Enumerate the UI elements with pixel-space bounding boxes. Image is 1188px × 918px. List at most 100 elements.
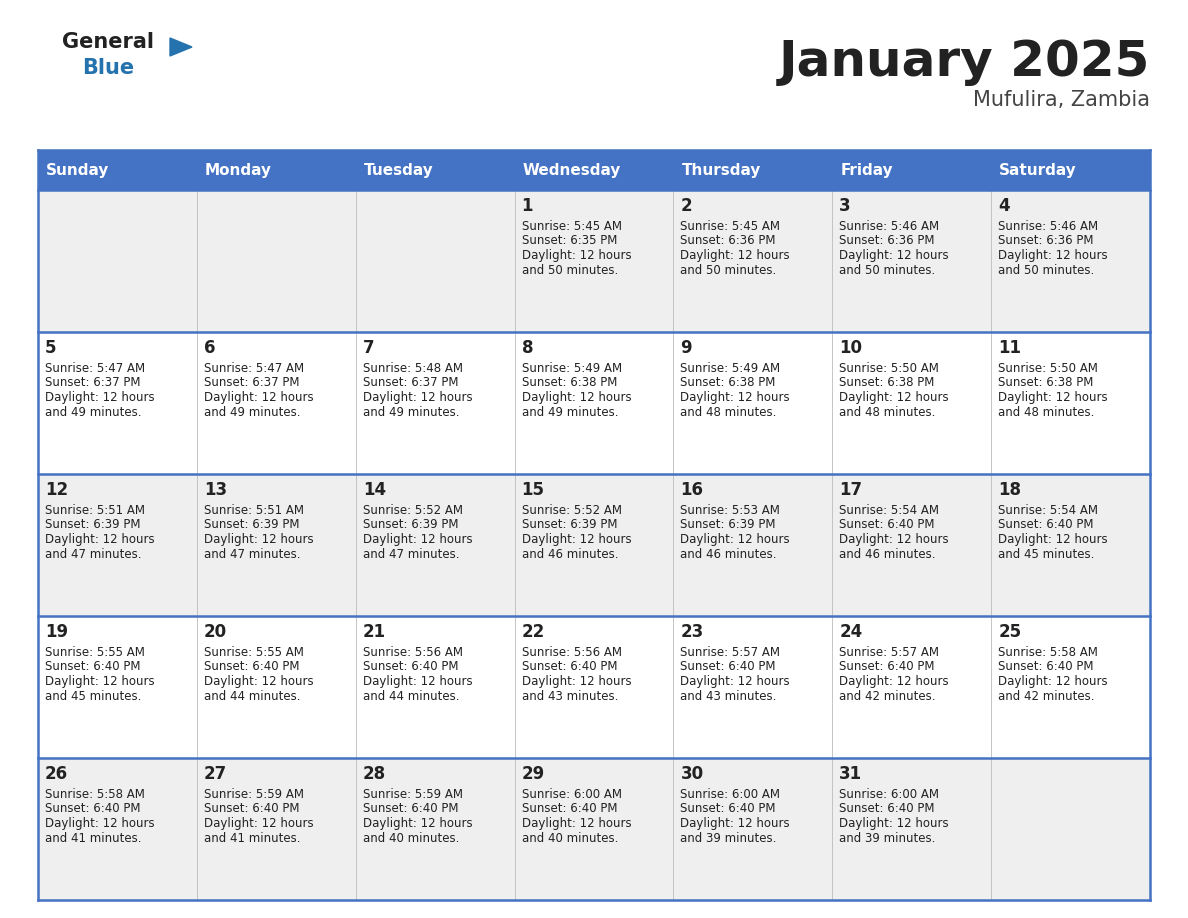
Bar [197, 758, 355, 900]
Bar [991, 616, 1150, 758]
Text: Sunrise: 5:57 AM: Sunrise: 5:57 AM [681, 646, 781, 659]
Text: and 46 minutes.: and 46 minutes. [522, 547, 618, 561]
Text: Daylight: 12 hours: Daylight: 12 hours [45, 817, 154, 830]
Text: Sunrise: 5:56 AM: Sunrise: 5:56 AM [362, 646, 462, 659]
Text: Daylight: 12 hours: Daylight: 12 hours [45, 675, 154, 688]
Text: and 39 minutes.: and 39 minutes. [681, 832, 777, 845]
Text: Daylight: 12 hours: Daylight: 12 hours [681, 391, 790, 404]
Bar [38, 616, 197, 758]
Text: Daylight: 12 hours: Daylight: 12 hours [681, 817, 790, 830]
Text: Sunset: 6:39 PM: Sunset: 6:39 PM [681, 519, 776, 532]
Text: 15: 15 [522, 481, 544, 499]
Text: Sunrise: 6:00 AM: Sunrise: 6:00 AM [839, 788, 940, 801]
Text: 6: 6 [204, 339, 215, 357]
Text: Sunset: 6:38 PM: Sunset: 6:38 PM [839, 376, 935, 389]
Text: and 49 minutes.: and 49 minutes. [45, 406, 141, 419]
Text: Sunrise: 5:55 AM: Sunrise: 5:55 AM [204, 646, 304, 659]
Text: Sunset: 6:40 PM: Sunset: 6:40 PM [362, 802, 459, 815]
Bar [514, 332, 674, 474]
Bar [197, 332, 355, 474]
Bar [514, 758, 674, 900]
Text: Daylight: 12 hours: Daylight: 12 hours [522, 675, 631, 688]
Text: Daylight: 12 hours: Daylight: 12 hours [998, 391, 1107, 404]
Text: and 46 minutes.: and 46 minutes. [681, 547, 777, 561]
Bar [674, 150, 833, 190]
Bar [38, 474, 197, 616]
Text: and 50 minutes.: and 50 minutes. [522, 263, 618, 276]
Bar [514, 190, 674, 332]
Bar [38, 150, 197, 190]
Text: Sunset: 6:40 PM: Sunset: 6:40 PM [998, 660, 1094, 674]
Text: Sunrise: 5:52 AM: Sunrise: 5:52 AM [522, 504, 621, 517]
Bar [38, 190, 197, 332]
Text: Daylight: 12 hours: Daylight: 12 hours [839, 817, 949, 830]
Bar [514, 474, 674, 616]
Text: Friday: Friday [840, 162, 893, 177]
Bar [674, 758, 833, 900]
Text: Monday: Monday [204, 162, 272, 177]
Text: Daylight: 12 hours: Daylight: 12 hours [362, 675, 473, 688]
Text: Daylight: 12 hours: Daylight: 12 hours [45, 391, 154, 404]
Bar [355, 474, 514, 616]
Text: Sunrise: 5:55 AM: Sunrise: 5:55 AM [45, 646, 145, 659]
Text: Daylight: 12 hours: Daylight: 12 hours [362, 817, 473, 830]
Text: and 44 minutes.: and 44 minutes. [362, 689, 460, 702]
Text: Sunrise: 5:49 AM: Sunrise: 5:49 AM [681, 362, 781, 375]
Text: and 49 minutes.: and 49 minutes. [522, 406, 618, 419]
Text: Sunrise: 5:45 AM: Sunrise: 5:45 AM [522, 220, 621, 233]
Text: 18: 18 [998, 481, 1022, 499]
Text: Daylight: 12 hours: Daylight: 12 hours [45, 533, 154, 546]
Bar [355, 758, 514, 900]
Text: Sunset: 6:39 PM: Sunset: 6:39 PM [362, 519, 459, 532]
Text: Sunrise: 5:58 AM: Sunrise: 5:58 AM [45, 788, 145, 801]
Bar [833, 332, 991, 474]
Text: Sunset: 6:40 PM: Sunset: 6:40 PM [998, 519, 1094, 532]
Text: Sunrise: 5:53 AM: Sunrise: 5:53 AM [681, 504, 781, 517]
Text: Sunset: 6:40 PM: Sunset: 6:40 PM [839, 660, 935, 674]
Bar [833, 474, 991, 616]
Text: Thursday: Thursday [682, 162, 760, 177]
Text: Sunrise: 5:59 AM: Sunrise: 5:59 AM [204, 788, 304, 801]
Text: 2: 2 [681, 197, 693, 215]
Text: Sunset: 6:35 PM: Sunset: 6:35 PM [522, 234, 617, 248]
Text: Tuesday: Tuesday [364, 162, 434, 177]
Text: Sunset: 6:40 PM: Sunset: 6:40 PM [45, 660, 140, 674]
Text: Sunrise: 5:51 AM: Sunrise: 5:51 AM [45, 504, 145, 517]
Text: 22: 22 [522, 623, 545, 641]
Text: Daylight: 12 hours: Daylight: 12 hours [839, 533, 949, 546]
Text: and 48 minutes.: and 48 minutes. [998, 406, 1094, 419]
Text: Sunset: 6:39 PM: Sunset: 6:39 PM [522, 519, 617, 532]
Text: and 45 minutes.: and 45 minutes. [45, 689, 141, 702]
Text: Sunset: 6:40 PM: Sunset: 6:40 PM [681, 802, 776, 815]
Text: 13: 13 [204, 481, 227, 499]
Bar [991, 190, 1150, 332]
Text: Daylight: 12 hours: Daylight: 12 hours [204, 675, 314, 688]
Text: Sunset: 6:36 PM: Sunset: 6:36 PM [681, 234, 776, 248]
Text: Sunrise: 5:48 AM: Sunrise: 5:48 AM [362, 362, 462, 375]
Bar [355, 616, 514, 758]
Text: and 45 minutes.: and 45 minutes. [998, 547, 1094, 561]
Text: Sunset: 6:39 PM: Sunset: 6:39 PM [204, 519, 299, 532]
Bar [38, 758, 197, 900]
Text: 3: 3 [839, 197, 851, 215]
Text: Sunrise: 6:00 AM: Sunrise: 6:00 AM [522, 788, 621, 801]
Text: 21: 21 [362, 623, 386, 641]
Text: and 48 minutes.: and 48 minutes. [839, 406, 936, 419]
Text: Daylight: 12 hours: Daylight: 12 hours [839, 391, 949, 404]
Bar [674, 616, 833, 758]
Text: Sunset: 6:37 PM: Sunset: 6:37 PM [204, 376, 299, 389]
Text: 5: 5 [45, 339, 57, 357]
Text: Sunrise: 5:59 AM: Sunrise: 5:59 AM [362, 788, 462, 801]
Text: and 50 minutes.: and 50 minutes. [681, 263, 777, 276]
Text: Daylight: 12 hours: Daylight: 12 hours [204, 817, 314, 830]
Text: Sunset: 6:38 PM: Sunset: 6:38 PM [681, 376, 776, 389]
Text: Sunset: 6:40 PM: Sunset: 6:40 PM [362, 660, 459, 674]
Text: Sunrise: 5:49 AM: Sunrise: 5:49 AM [522, 362, 621, 375]
Text: Daylight: 12 hours: Daylight: 12 hours [681, 675, 790, 688]
Text: 16: 16 [681, 481, 703, 499]
Text: Sunrise: 5:56 AM: Sunrise: 5:56 AM [522, 646, 621, 659]
Text: Daylight: 12 hours: Daylight: 12 hours [522, 391, 631, 404]
Text: and 49 minutes.: and 49 minutes. [362, 406, 460, 419]
Text: Daylight: 12 hours: Daylight: 12 hours [839, 675, 949, 688]
Text: Sunset: 6:40 PM: Sunset: 6:40 PM [839, 519, 935, 532]
